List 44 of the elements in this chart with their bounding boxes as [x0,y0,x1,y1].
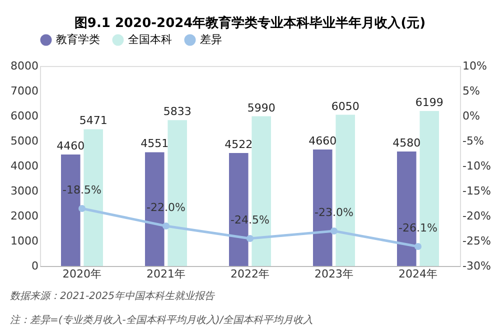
source-note: 数据来源：2021-2025年中国本科生就业报告 [10,290,216,302]
data-label: 4660 [308,134,337,148]
y2-tick-label: 5% [462,84,480,98]
y2-tick-label: -5% [462,134,484,148]
point [78,204,86,212]
y-tick-label: 1000 [10,234,38,248]
y2-tick-label: -20% [462,210,491,222]
x-tick-label: 2023年 [314,268,354,280]
point [246,234,254,242]
data-label: 4580 [392,136,421,150]
y2-tick-label: 0% [462,110,480,122]
data-label: 5833 [163,105,192,118]
y-tick-label: 7000 [10,84,38,98]
data-label: 6050 [331,100,360,113]
x-tick-label: 2024年 [398,268,438,280]
data-label: 4551 [140,137,169,150]
y-tick-label: 0 [32,260,38,272]
point [162,222,170,230]
y2-tick-label: -10% [462,160,491,172]
y2-tick-label: 10% [462,60,487,72]
y-tick-label: 6000 [10,110,38,122]
y-tick-label: 8000 [10,60,38,72]
x-tick-label: 2022年 [230,268,270,280]
data-label: 4460 [56,140,85,152]
data-label: 4522 [224,138,253,151]
y2-tick-label: -25% [462,234,491,248]
data-label: 6199 [415,96,444,110]
legend-label: 教育学类 [56,33,100,46]
x-tick-label: 2021年 [146,268,186,280]
data-label: 5990 [247,101,276,114]
y-tick-label: 4000 [10,160,38,172]
y-tick-label: 3000 [10,184,38,198]
legend-label: 差异 [200,33,222,46]
point [330,227,338,235]
y-tick-label: 5000 [10,134,38,148]
y-tick-label: 2000 [10,210,38,222]
y2-tick-label: -15% [462,184,491,198]
x-tick-label: 2020年 [62,268,102,280]
point [414,242,422,250]
chart-title: 图9.1 2020-2024年教育学类专业本科毕业半年月收入(元) [74,15,426,31]
data-label: 5471 [79,114,108,128]
text: 注：差异=(专业类月收入-全国本科平均月收入)/全国本科平均月收入 [10,314,314,326]
y2-tick-label: -30% [462,260,491,272]
legend-label: 全国本科 [128,33,172,46]
